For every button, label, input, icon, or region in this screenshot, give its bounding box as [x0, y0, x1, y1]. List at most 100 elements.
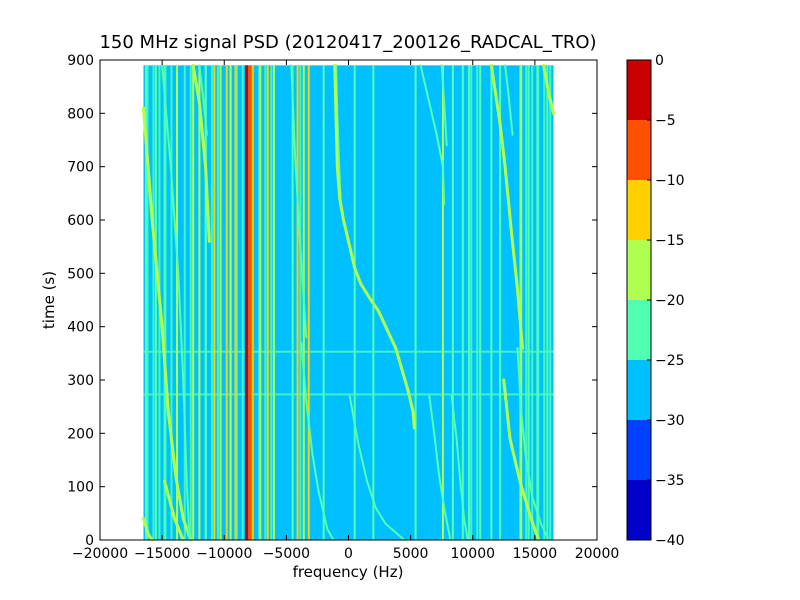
vertical-carrier-line — [527, 65, 530, 540]
vertical-carrier-line — [353, 65, 356, 540]
vertical-carrier-line — [468, 65, 471, 540]
vertical-carrier-line — [144, 65, 147, 540]
colorbar-tick-label: −10 — [655, 173, 685, 189]
colorbar-segment — [627, 300, 651, 360]
noise-region-stripe — [241, 65, 244, 540]
drift-track — [516, 347, 550, 541]
noise-region-stripe — [146, 65, 149, 540]
vertical-carrier-line — [176, 65, 179, 540]
chart-title: 150 MHz signal PSD (20120417_200126_RADC… — [99, 32, 596, 53]
vertical-carrier-line — [546, 65, 549, 540]
drift-track — [191, 63, 211, 243]
drift-track — [163, 479, 185, 542]
vertical-carrier-line — [451, 65, 454, 540]
y-axis-label: time (s) — [40, 271, 58, 329]
y-tick-label: 300 — [67, 373, 94, 389]
drift-track — [419, 64, 446, 205]
vertical-carrier-line — [204, 65, 207, 540]
vertical-carrier-line — [520, 65, 523, 540]
vertical-carrier-line — [234, 65, 237, 540]
noise-region-stripe — [543, 65, 546, 540]
x-tick-label: −20000 — [72, 546, 128, 562]
colorbar-segment — [627, 480, 651, 540]
colorbar-segment — [627, 420, 651, 480]
vertical-carrier-line — [225, 65, 228, 540]
vertical-carrier-line — [251, 65, 254, 540]
vertical-carrier-line — [441, 65, 444, 540]
x-tick-label: 15000 — [513, 546, 558, 562]
colorbar-tick-label: 0 — [655, 53, 664, 69]
colorbar-tick-label: −20 — [655, 293, 685, 309]
vertical-carrier-line — [259, 65, 262, 540]
vertical-carrier-line — [198, 65, 201, 540]
drift-track — [502, 378, 541, 542]
noise-region-stripe — [235, 65, 238, 540]
noise-region-stripe — [531, 65, 534, 540]
x-tick-label: −10000 — [196, 546, 252, 562]
noise-region-stripe — [183, 65, 186, 540]
drift-track — [542, 63, 555, 115]
drift-track — [142, 106, 193, 542]
x-tick-label: 0 — [344, 546, 353, 562]
drift-track — [142, 517, 154, 542]
colorbar-tick-label: −15 — [655, 233, 685, 249]
colorbar-tick-label: −40 — [655, 533, 685, 549]
horizontal-band — [143, 393, 554, 396]
colorbar-segment — [627, 360, 651, 420]
colorbar-segment — [627, 60, 651, 120]
vertical-carrier-line — [414, 65, 417, 540]
colorbar-segment — [627, 180, 651, 240]
vertical-carrier-line — [296, 65, 299, 540]
noise-region-stripe — [170, 65, 173, 540]
vertical-carrier-line — [272, 65, 275, 540]
vertical-carrier-line — [248, 65, 252, 540]
vertical-carrier-line — [461, 65, 464, 540]
vertical-carrier-line — [192, 65, 195, 540]
y-tick-label: 900 — [67, 53, 94, 69]
vertical-carrier-line — [213, 65, 216, 540]
drift-track — [290, 64, 308, 339]
x-axis: −20000 −15000 −10000 −5000 0 5000 10000 15000 20… — [72, 60, 619, 562]
x-tick-label: −15000 — [134, 546, 190, 562]
vertical-carrier-line — [479, 65, 482, 540]
colorbar: 0 −5 −10 −15 −20 −25 −30 −35 −40 — [626, 53, 685, 549]
x-tick-label: 5000 — [393, 546, 429, 562]
y-tick-label: 800 — [67, 106, 94, 122]
drift-track — [300, 341, 335, 541]
colorbar-tick-label: −35 — [655, 473, 685, 489]
y-tick-label: 400 — [67, 320, 94, 336]
noise-region-stripe — [216, 65, 219, 540]
noise-region-stripe — [189, 65, 192, 540]
x-axis-label: frequency (Hz) — [293, 563, 404, 581]
noise-region-stripe — [152, 65, 155, 540]
drift-track — [333, 63, 416, 430]
colorbar-tick-label: −25 — [655, 353, 685, 369]
y-tick-label: 100 — [67, 480, 94, 496]
x-tick-label: 20000 — [575, 546, 620, 562]
y-tick-label: 500 — [67, 266, 94, 282]
y-tick-label: 700 — [67, 160, 94, 176]
drift-track — [450, 395, 469, 541]
horizontal-band — [143, 350, 554, 353]
drift-track — [161, 64, 191, 541]
vertical-carrier-line — [219, 65, 222, 540]
drift-track — [440, 64, 448, 147]
drift-track — [428, 395, 452, 541]
noise-region-stripe — [549, 65, 552, 540]
noise-region-stripe — [264, 65, 267, 540]
y-tick-label: 0 — [85, 533, 94, 549]
noise-region-stripe — [525, 65, 528, 540]
noise-region-stripe — [470, 65, 473, 540]
vertical-carrier-line — [154, 65, 157, 540]
vertical-carrier-line — [499, 65, 502, 540]
y-tick-label: 200 — [67, 426, 94, 442]
drift-track — [489, 63, 524, 350]
vertical-carrier-line — [307, 65, 310, 540]
spectrogram-heatmap — [142, 63, 555, 542]
y-tick-label: 600 — [67, 213, 94, 229]
colorbar-segment — [627, 240, 651, 300]
noise-region-stripe — [210, 65, 213, 540]
noise-region-stripe — [299, 65, 302, 540]
vertical-carrier-line — [291, 65, 294, 540]
